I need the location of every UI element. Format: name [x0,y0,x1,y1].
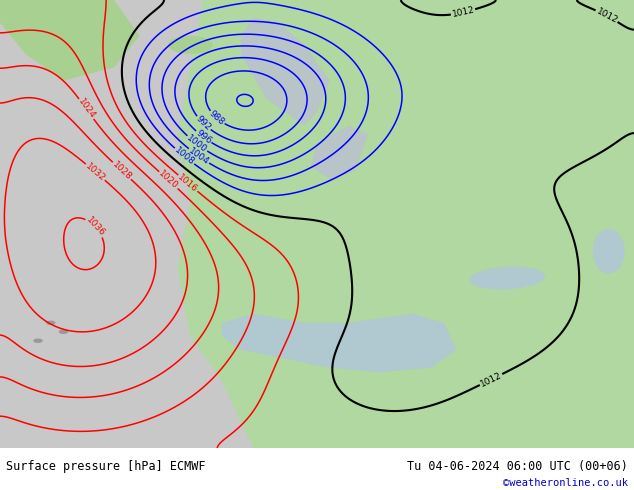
Text: 1012: 1012 [595,6,619,25]
Text: Tu 04-06-2024 06:00 UTC (00+06): Tu 04-06-2024 06:00 UTC (00+06) [407,460,628,473]
Text: 988: 988 [207,109,226,127]
Polygon shape [178,135,197,166]
Text: 1024: 1024 [76,97,96,121]
Text: 992: 992 [194,114,212,132]
Text: ©weatheronline.co.uk: ©weatheronline.co.uk [503,478,628,488]
Ellipse shape [593,229,624,273]
Polygon shape [228,0,380,125]
Ellipse shape [469,267,545,290]
Ellipse shape [168,36,212,54]
Text: 1028: 1028 [110,160,133,182]
Polygon shape [311,125,368,179]
Polygon shape [178,0,634,448]
Text: 1008: 1008 [172,146,196,167]
Ellipse shape [33,339,43,343]
Text: 1016: 1016 [176,172,200,194]
Text: 1032: 1032 [84,161,107,183]
Text: Surface pressure [hPa] ECMWF: Surface pressure [hPa] ECMWF [6,460,206,473]
Text: 1036: 1036 [84,216,107,239]
Text: 1004: 1004 [187,146,210,167]
Ellipse shape [58,330,68,334]
Text: 1012: 1012 [479,370,503,389]
Text: 1000: 1000 [185,133,209,154]
Text: 996: 996 [194,128,213,146]
Text: 1012: 1012 [451,5,476,19]
Polygon shape [190,112,216,179]
Polygon shape [0,0,139,81]
Ellipse shape [46,320,56,325]
Text: 1020: 1020 [157,169,180,191]
Polygon shape [241,18,330,125]
Polygon shape [222,314,456,372]
